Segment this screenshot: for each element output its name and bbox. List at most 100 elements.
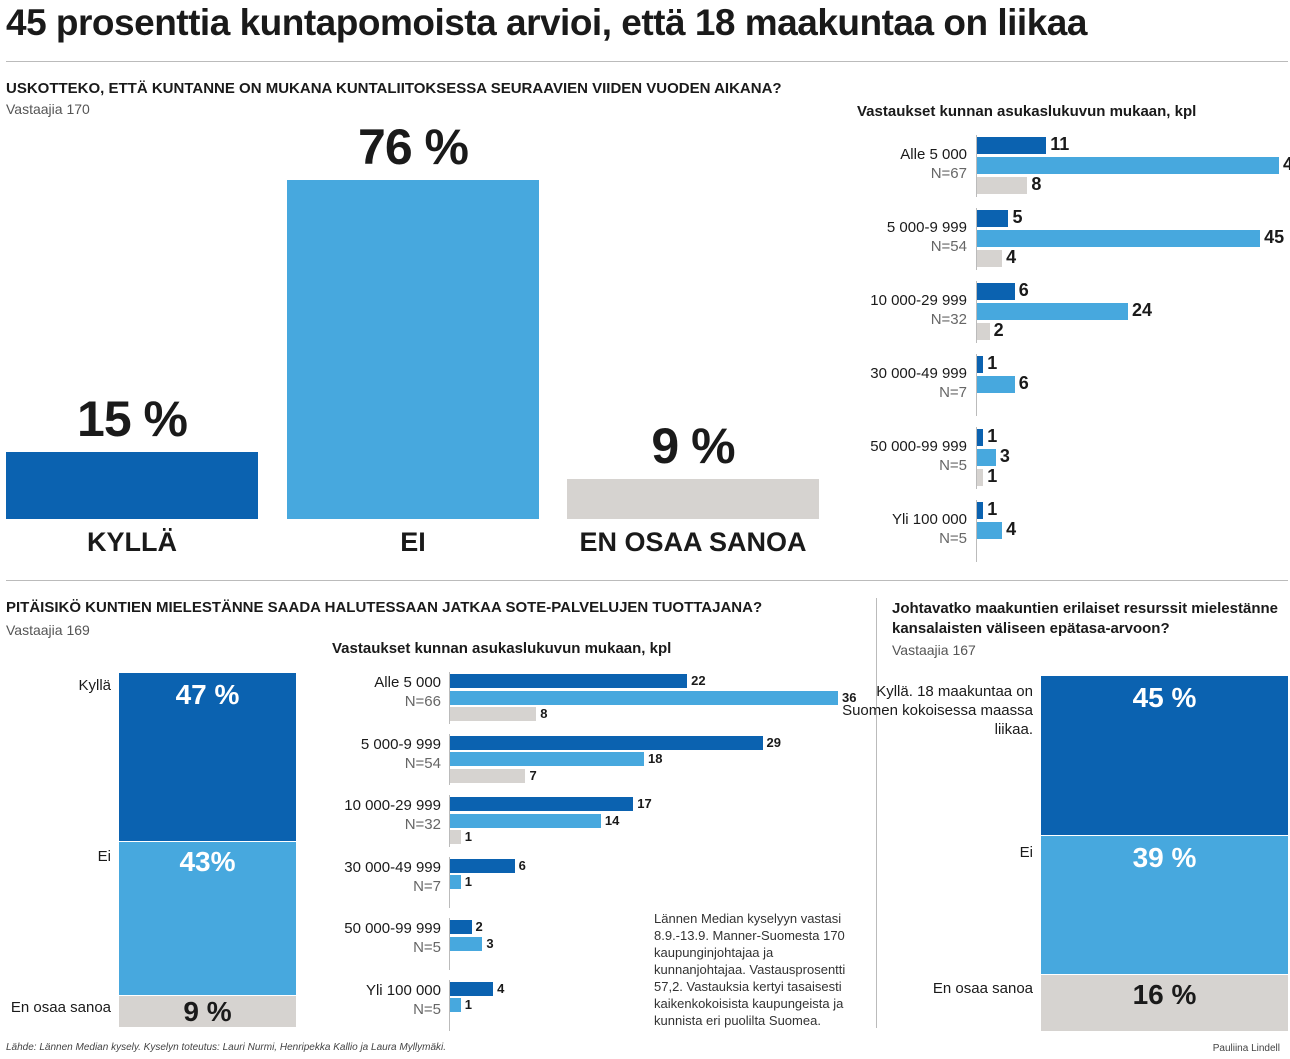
bar-2-2 [450,830,461,844]
bar-4-1 [450,936,483,951]
axis-line-1 [449,733,450,785]
group-label-3: 30 000-49 999 [870,365,967,382]
bar-value-label-1: 76 % [358,119,469,175]
group-label-4: 50 000-99 999 [870,438,967,455]
divider-top [6,61,1288,62]
bar-value-2-1: 14 [604,812,620,828]
group-n-5: N=5 [413,1000,441,1018]
bar-2-1 [977,303,1128,320]
group-n-3: N=7 [413,877,441,895]
bar-5-1 [450,998,461,1012]
axis-line-5 [976,500,977,562]
axis-line-3 [449,856,450,908]
stack-pct-1: 39 % [1132,842,1197,873]
stack-pct-0: 45 % [1132,682,1197,713]
bar-value-4-0: 1 [987,426,998,446]
group-label-5: Yli 100 000 [365,981,441,999]
bar-value-0-1: 48 [1283,154,1290,174]
group-label-0: Alle 5 000 [900,146,967,163]
section1-bar-chart: 15 % KYLLÄ 76 % EI 9 % EN OSAA SANOA [0,0,830,570]
bar-2 [567,478,819,519]
bar-value-1-0: 29 [766,734,782,750]
section2-question: PITÄISIKÖ KUNTIEN MIELESTÄNNE SAADA HALU… [6,599,763,616]
bar-value-4-1: 3 [999,446,1010,466]
bar-value-1-2: 4 [1006,247,1017,267]
axis-line-0 [976,135,977,197]
bar-value-3-0: 6 [518,857,526,873]
axis-line-0 [449,672,450,724]
stack-label-0: Kyllä. 18 maakuntaa on Suomen kokoisessa… [842,683,1033,738]
axis-line-4 [449,918,450,970]
bar-0-2 [977,177,1028,194]
section1-respondents: Vastaajia 170 [6,101,90,117]
group-label-2: 10 000-29 999 [870,292,967,309]
stack-segment-0 [1041,676,1288,835]
section2-stacked-chart: 47 % Kyllä 43% Ei 9 % En osaa sanoa [0,0,320,1040]
bar-0-1 [450,690,838,705]
group-label-0: Alle 5 000 [374,674,441,691]
stack-pct-0: 47 % [175,679,240,710]
bar-3-0 [977,356,984,373]
stack-segment-1 [1041,836,1288,974]
bar-value-5-1: 4 [1006,519,1017,539]
bar-0-2 [450,707,537,721]
bar-2-0 [450,797,634,811]
bar-value-2-0: 6 [1018,280,1029,300]
bar-1 [287,180,539,519]
stack-segment-0 [119,673,296,841]
bar-2-2 [977,323,990,340]
section2-breakdown-chart: Alle 5 000 N=66 22 36 8 5 000-9 999 N=54 29 18 7 1… [344,672,856,1031]
stack-label-1: Ei [97,847,111,865]
group-label-4: 50 000-99 999 [344,920,441,937]
group-label-1: 5 000-9 999 [886,219,967,236]
section3-question: Johtavatko maakuntien erilaiset resurssi… [892,600,1278,637]
stack-segment-2 [119,995,296,1027]
bar-1-1 [450,752,644,766]
bar-value-5-0: 1 [987,499,998,519]
bar-4-0 [450,920,472,934]
bar-value-2-2: 1 [464,829,472,844]
bar-3-1 [977,376,1015,393]
axis-line-3 [976,354,977,416]
bar-value-2-1: 24 [1132,300,1153,320]
bar-category-label-2: EN OSAA SANOA [579,527,807,557]
divider-vertical [876,598,877,1028]
bar-value-5-1: 1 [464,997,472,1012]
stack-label-0: Kyllä [78,677,111,694]
stack-pct-2: 16 % [1132,978,1197,1010]
bar-value-4-1: 3 [486,935,494,951]
bar-value-1-2: 7 [529,767,537,783]
bar-0-0 [977,137,1047,154]
bar-value-3-1: 6 [1018,373,1029,393]
stack-pct-2: 9 % [183,995,232,1027]
bar-value-4-2: 1 [987,466,998,486]
group-n-5: N=5 [939,530,967,547]
group-n-4: N=5 [413,939,441,956]
bar-value-4-0: 2 [475,919,483,934]
group-n-4: N=5 [939,457,967,474]
group-label-5: Yli 100 000 [891,511,967,528]
bar-value-5-0: 4 [497,980,505,996]
bar-value-1-0: 5 [1012,207,1023,227]
bar-value-1-1: 18 [648,751,663,766]
bar-category-label-0: KYLLÄ [87,527,177,557]
stack-pct-1: 43% [179,845,236,877]
axis-line-1 [976,208,977,270]
bar-value-0-2: 8 [1031,174,1042,194]
group-label-1: 5 000-9 999 [360,735,441,753]
group-n-3: N=7 [939,384,967,401]
divider-middle [6,580,1288,581]
group-n-0: N=67 [930,165,967,182]
bar-1-2 [450,768,526,783]
bar-2-0 [977,283,1015,300]
bar-value-3-1: 1 [464,874,472,889]
bar-3-1 [450,875,461,889]
bar-value-0-2: 8 [540,706,548,721]
group-n-2: N=32 [404,816,441,833]
bar-category-label-1: EI [400,527,426,557]
bar-1-1 [977,230,1261,247]
bar-0-0 [450,674,688,688]
stack-label-2: En osaa sanoa [10,998,111,1016]
